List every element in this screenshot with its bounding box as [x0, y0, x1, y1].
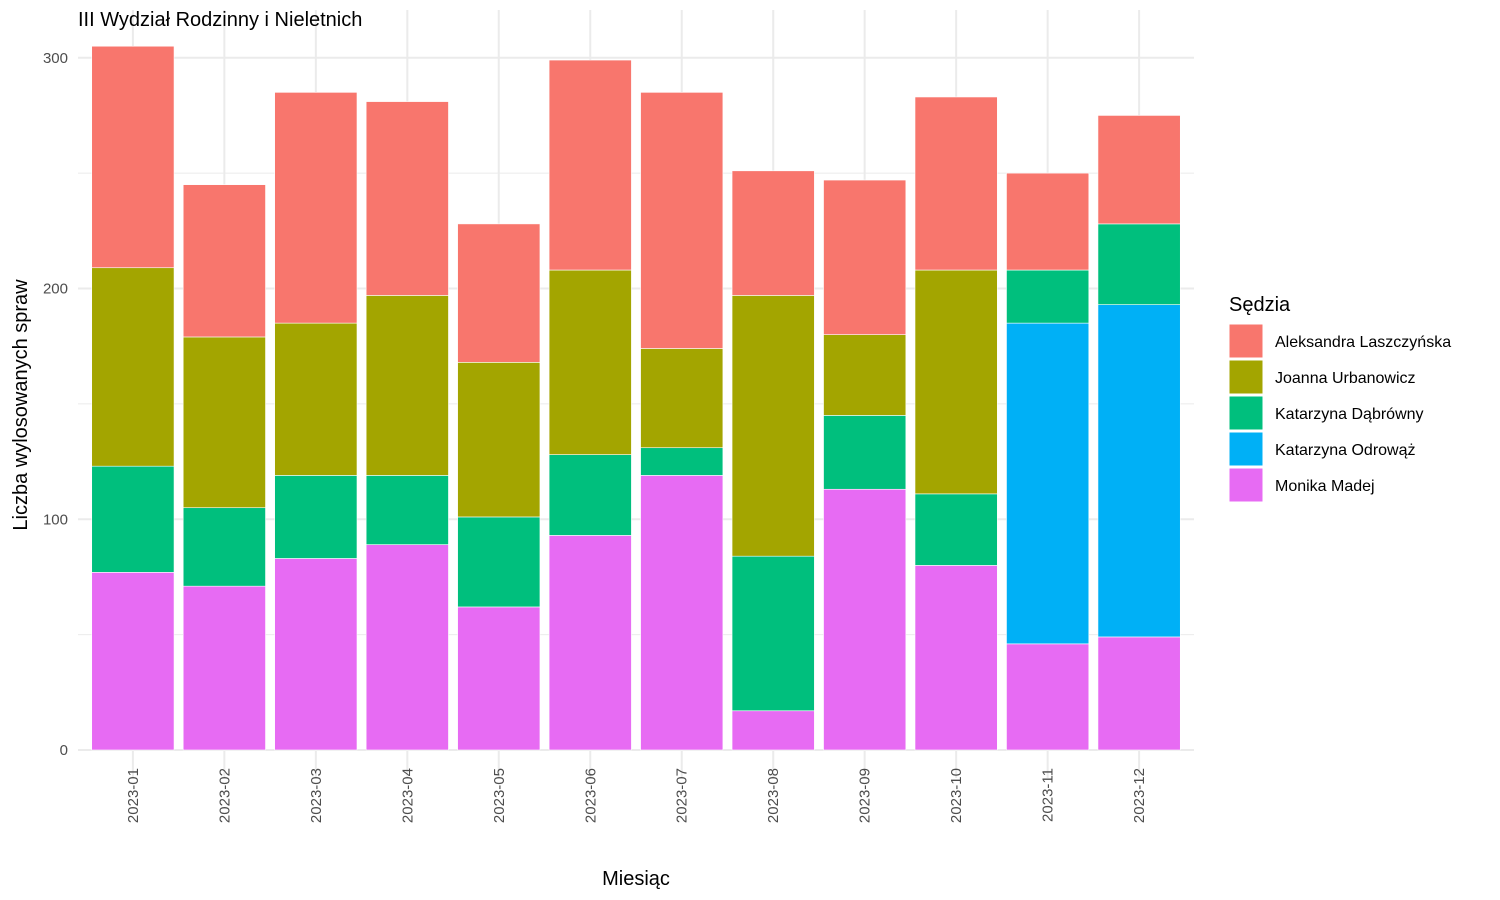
- bar-segment-joanna-urbanowicz: [182, 336, 266, 509]
- bar-segment-katarzyna-odrowa-z-: [1006, 322, 1090, 645]
- bar-segment-joanna-urbanowicz: [457, 362, 541, 518]
- bar-segment-monika-madej: [365, 544, 449, 751]
- bar-segment-monika-madej: [731, 710, 815, 751]
- bar-segment-katarzyna-da-bro-wny: [182, 507, 266, 587]
- x-tick-label: 2023-04: [399, 768, 416, 823]
- legend-label: Aleksandra Laszczyńska: [1275, 334, 1451, 351]
- bar-segment-aleksandra-laszczyn-ska: [1006, 172, 1090, 271]
- y-tick-label: 200: [43, 281, 68, 298]
- x-tick-labels: 2023-01 2023-02 2023-03 2023-04 2023-05 2023-…: [125, 768, 1148, 823]
- x-tick-label: 2023-10: [948, 768, 965, 823]
- legend-title: Sędzia: [1229, 294, 1291, 316]
- bar-segment-katarzyna-da-bro-wny: [457, 516, 541, 608]
- legend-swatch: [1228, 395, 1264, 431]
- bar-segment-monika-madej: [640, 475, 724, 751]
- x-tick-label: 2023-08: [765, 768, 782, 823]
- x-tick-label: 2023-06: [582, 768, 599, 823]
- bar-segment-monika-madej: [457, 606, 541, 751]
- bar-segment-joanna-urbanowicz: [365, 295, 449, 476]
- x-tick-label: 2023-12: [1131, 768, 1148, 823]
- bar-segment-joanna-urbanowicz: [823, 334, 907, 416]
- bar-segment-monika-madej: [548, 535, 632, 751]
- chart-title: III Wydział Rodzinny i Nieletnich: [78, 9, 362, 31]
- legend: Sędzia Aleksandra Laszczyńska Joanna Urba…: [1228, 294, 1451, 503]
- legend-swatch: [1228, 467, 1264, 503]
- legend-label: Katarzyna Dąbrówny: [1275, 406, 1424, 423]
- legend-label: Katarzyna Odrowąż: [1275, 442, 1416, 459]
- bar-segment-aleksandra-laszczyn-ska: [457, 223, 541, 363]
- bar-segment-aleksandra-laszczyn-ska: [91, 45, 175, 269]
- x-tick-label: 2023-07: [674, 768, 691, 823]
- bar-segment-joanna-urbanowicz: [548, 269, 632, 455]
- legend-swatch: [1228, 431, 1264, 467]
- bar-segment-joanna-urbanowicz: [274, 322, 358, 476]
- bar-segment-katarzyna-da-bro-wny: [91, 465, 175, 573]
- legend-swatch: [1228, 323, 1264, 359]
- bar-segment-katarzyna-da-bro-wny: [823, 415, 907, 490]
- bar-segment-katarzyna-da-bro-wny: [274, 475, 358, 559]
- bar-segment-katarzyna-da-bro-wny: [548, 454, 632, 536]
- bar-segment-monika-madej: [1097, 636, 1181, 751]
- legend-label: Monika Madej: [1275, 478, 1375, 495]
- bar-segment-monika-madej: [914, 565, 998, 751]
- bar-segment-monika-madej: [274, 558, 358, 751]
- legend-label: Joanna Urbanowicz: [1275, 370, 1416, 387]
- bar-segment-monika-madej: [823, 488, 907, 751]
- bar-segment-joanna-urbanowicz: [914, 269, 998, 495]
- bar-segment-katarzyna-da-bro-wny: [1006, 269, 1090, 324]
- bar-segment-katarzyna-da-bro-wny: [731, 555, 815, 712]
- bar-segment-aleksandra-laszczyn-ska: [548, 59, 632, 271]
- x-tick-label: 2023-11: [1040, 768, 1057, 822]
- bar-segment-aleksandra-laszczyn-ska: [640, 92, 724, 349]
- bar-segment-katarzyna-da-bro-wny: [365, 475, 449, 545]
- bar-segment-aleksandra-laszczyn-ska: [274, 92, 358, 324]
- y-tick-label: 300: [43, 50, 68, 67]
- bar-segment-aleksandra-laszczyn-ska: [731, 170, 815, 296]
- bar-segment-monika-madej: [1006, 643, 1090, 751]
- x-tick-label: 2023-03: [308, 768, 325, 823]
- x-tick-label: 2023-09: [857, 768, 874, 823]
- bar-segment-aleksandra-laszczyn-ska: [1097, 115, 1181, 225]
- y-tick-label: 100: [43, 511, 68, 528]
- x-tick-label: 2023-01: [125, 768, 142, 823]
- bar-segment-katarzyna-da-bro-wny: [1097, 223, 1181, 305]
- x-tick-label: 2023-02: [216, 768, 233, 823]
- x-axis-title: Miesiąc: [602, 868, 670, 890]
- bars: [91, 45, 1181, 751]
- bar-segment-monika-madej: [91, 572, 175, 751]
- bar-segment-monika-madej: [182, 585, 266, 751]
- bar-segment-aleksandra-laszczyn-ska: [182, 184, 266, 338]
- y-tick-labels: 0 100 200 300: [43, 50, 68, 759]
- bar-segment-aleksandra-laszczyn-ska: [365, 101, 449, 296]
- legend-swatch: [1228, 359, 1264, 395]
- bar-segment-katarzyna-da-bro-wny: [914, 493, 998, 566]
- bar-segment-joanna-urbanowicz: [731, 295, 815, 557]
- x-tick-label: 2023-05: [491, 768, 508, 823]
- bar-segment-joanna-urbanowicz: [91, 267, 175, 467]
- y-tick-label: 0: [60, 742, 68, 759]
- bar-segment-katarzyna-odrowa-z-: [1097, 304, 1181, 638]
- bar-segment-aleksandra-laszczyn-ska: [823, 179, 907, 335]
- bar-segment-katarzyna-da-bro-wny: [640, 447, 724, 476]
- bar-segment-aleksandra-laszczyn-ska: [914, 96, 998, 271]
- bar-segment-joanna-urbanowicz: [640, 348, 724, 449]
- y-axis-title: Liczba wylosowanych spraw: [10, 279, 32, 531]
